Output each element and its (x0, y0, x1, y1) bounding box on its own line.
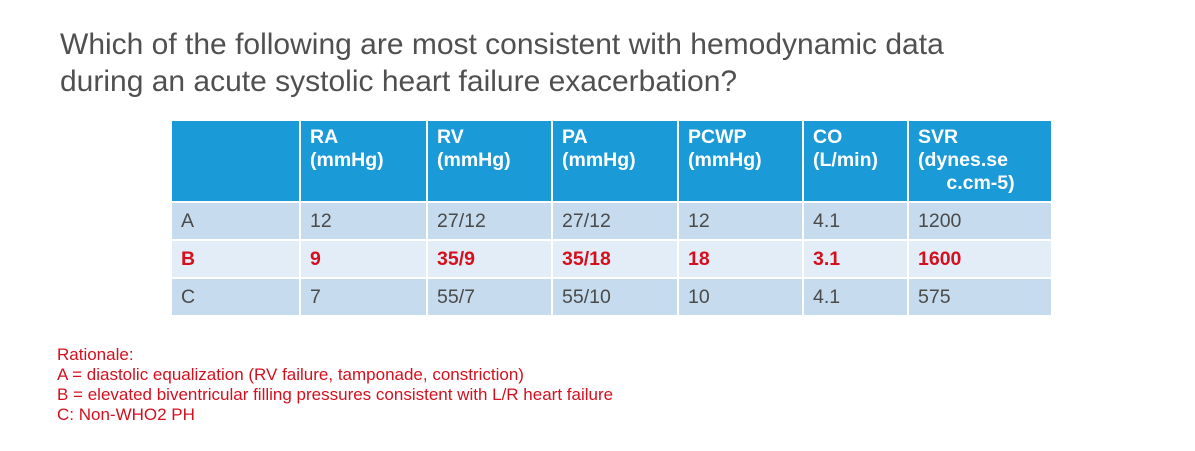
cell-pa: 27/12 (552, 202, 679, 241)
header-co: CO (L/min) (803, 121, 909, 203)
header-ra: RA (mmHg) (300, 121, 428, 203)
cell-co: 4.1 (803, 278, 909, 317)
header-co-name: CO (813, 126, 843, 148)
table-row-b: B 9 35/9 35/18 18 3.1 1600 (172, 240, 1051, 279)
header-rv-name: RV (437, 126, 464, 148)
cell-pcwp: 10 (678, 278, 804, 317)
row-label: C (172, 278, 301, 317)
rationale-line-a: A = diastolic equalization (RV failure, … (57, 365, 524, 384)
rationale-line-c: C: Non-WHO2 PH (57, 405, 195, 424)
header-co-unit: (L/min) (813, 149, 878, 171)
cell-svr: 1600 (908, 240, 1051, 279)
header-rv-unit: (mmHg) (437, 149, 511, 171)
table-row-a: A 12 27/12 27/12 12 4.1 1200 (172, 202, 1051, 241)
cell-rv: 35/9 (427, 240, 553, 279)
row-label: B (172, 240, 301, 279)
header-pa-name: PA (562, 126, 588, 148)
rationale-line-b: B = elevated biventricular filling press… (57, 385, 614, 404)
question-text: Which of the following are most consiste… (60, 26, 1160, 100)
cell-pa: 35/18 (552, 240, 679, 279)
header-pcwp: PCWP (mmHg) (678, 121, 804, 203)
header-pcwp-name: PCWP (688, 126, 747, 148)
question-line-1: Which of the following are most consiste… (60, 28, 944, 61)
rationale-block: Rationale: A = diastolic equalization (R… (57, 345, 613, 425)
cell-pcwp: 18 (678, 240, 804, 279)
cell-rv: 55/7 (427, 278, 553, 317)
hemodynamic-table: RA (mmHg) RV (mmHg) PA (mmHg) PCWP (mmHg… (172, 121, 1051, 317)
rationale-title: Rationale: (57, 345, 134, 364)
cell-pcwp: 12 (678, 202, 804, 241)
header-rv: RV (mmHg) (427, 121, 553, 203)
header-empty-cell (172, 121, 301, 203)
header-pcwp-unit: (mmHg) (688, 149, 762, 171)
header-pa: PA (mmHg) (552, 121, 679, 203)
header-svr: SVR (dynes.se c.cm-5) (908, 121, 1051, 203)
cell-ra: 9 (300, 240, 428, 279)
header-pa-unit: (mmHg) (562, 149, 636, 171)
question-line-2: during an acute systolic heart failure e… (60, 65, 738, 98)
cell-rv: 27/12 (427, 202, 553, 241)
table-header-row: RA (mmHg) RV (mmHg) PA (mmHg) PCWP (mmHg… (172, 121, 1051, 203)
header-svr-unit-2: c.cm-5) (946, 172, 1015, 194)
cell-ra: 12 (300, 202, 428, 241)
table-row-c: C 7 55/7 55/10 10 4.1 575 (172, 278, 1051, 317)
cell-pa: 55/10 (552, 278, 679, 317)
header-ra-unit: (mmHg) (310, 149, 384, 171)
header-svr-name: SVR (918, 126, 959, 148)
cell-co: 4.1 (803, 202, 909, 241)
cell-co: 3.1 (803, 240, 909, 279)
cell-svr: 575 (908, 278, 1051, 317)
header-ra-name: RA (310, 126, 339, 148)
row-label: A (172, 202, 301, 241)
cell-svr: 1200 (908, 202, 1051, 241)
header-svr-unit-1: (dynes.se (918, 149, 1008, 171)
cell-ra: 7 (300, 278, 428, 317)
